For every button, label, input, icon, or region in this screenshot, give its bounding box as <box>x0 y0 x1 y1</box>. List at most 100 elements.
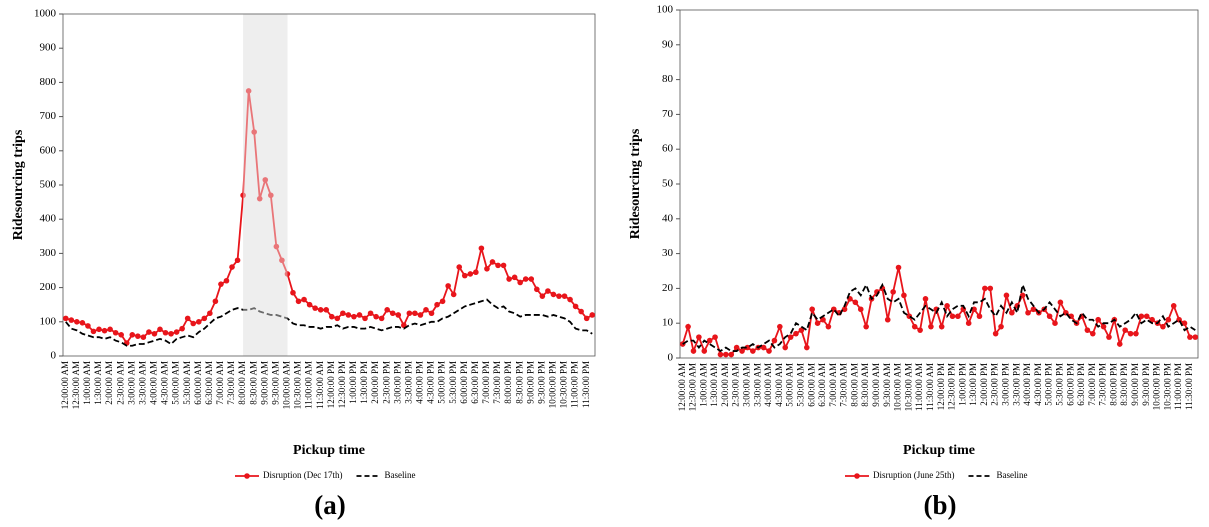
x-tick-label: 6:30:00 PM <box>470 361 480 404</box>
x-tick-label: 2:30:00 PM <box>381 361 391 404</box>
x-tick-label: 1:00:00 AM <box>82 361 92 405</box>
data-point <box>212 298 219 305</box>
x-tick-label: 7:30:00 PM <box>1098 363 1108 406</box>
x-tick-label: 4:00:00 AM <box>149 361 159 405</box>
x-tick-label: 4:30:00 PM <box>426 361 436 404</box>
data-point <box>572 303 579 310</box>
x-tick-label: 4:30:00 AM <box>774 363 784 407</box>
x-tick-label: 11:00:00 PM <box>570 361 580 408</box>
data-point <box>1122 327 1128 333</box>
x-tick-label: 9:00:00 PM <box>525 361 535 404</box>
data-point <box>1046 313 1053 320</box>
x-tick-label: 3:30:00 PM <box>403 361 413 404</box>
data-point <box>890 289 896 295</box>
data-point <box>450 291 457 298</box>
panel-label: (a) <box>314 490 345 520</box>
x-tick-label: 5:30:00 AM <box>795 363 805 407</box>
x-tick-label: 12:30:00 AM <box>71 361 81 409</box>
x-tick-label: 10:00:00 AM <box>282 361 292 409</box>
x-tick-label: 10:30:00 PM <box>1162 363 1172 410</box>
y-tick-label: 900 <box>40 42 57 54</box>
data-point <box>279 257 285 264</box>
x-tick-label: 11:00:00 AM <box>304 361 314 409</box>
x-tick-label: 9:30:00 PM <box>1141 363 1151 406</box>
data-point <box>207 310 213 317</box>
data-point <box>944 303 950 309</box>
plot-frame <box>62 13 596 357</box>
data-point <box>389 310 396 317</box>
y-tick-label: 400 <box>40 213 57 225</box>
x-tick-label: 7:00:00 PM <box>481 361 491 404</box>
x-tick-label: 12:30:00 PM <box>947 363 957 410</box>
data-point <box>1160 323 1166 330</box>
x-tick-label: 10:30:00 AM <box>903 363 913 411</box>
series-line <box>65 298 593 347</box>
x-tick-label: 7:00:00 AM <box>828 363 838 407</box>
data-point <box>251 129 257 135</box>
x-tick-label: 6:00:00 AM <box>806 363 816 407</box>
data-point <box>534 286 540 293</box>
data-point <box>1057 299 1064 306</box>
data-point <box>825 323 832 330</box>
x-tick-label: 3:30:00 AM <box>137 361 147 405</box>
x-tick-label: 12:00:00 PM <box>326 361 336 408</box>
series-line <box>65 90 593 345</box>
data-point <box>1149 316 1155 323</box>
data-point <box>949 313 956 320</box>
data-point <box>218 281 224 287</box>
data-point <box>1187 334 1193 340</box>
data-point <box>101 327 108 334</box>
data-point <box>234 257 241 264</box>
data-point <box>804 344 810 351</box>
x-tick-label: 1:00:00 PM <box>348 361 358 404</box>
y-tick-label: 70 <box>662 108 674 120</box>
y-tick-label: 80 <box>662 73 674 85</box>
data-point <box>456 264 463 270</box>
data-point <box>317 307 324 313</box>
data-point <box>1100 323 1107 330</box>
data-point <box>129 331 136 338</box>
data-point <box>1127 330 1134 337</box>
data-point <box>955 313 961 320</box>
data-point <box>179 325 185 332</box>
data-point <box>184 315 191 322</box>
x-tick-label: 1:30:00 PM <box>968 363 978 406</box>
data-point <box>412 310 418 317</box>
x-tick-label: 9:00:00 PM <box>1130 363 1140 406</box>
data-point <box>982 285 988 292</box>
data-point <box>229 264 235 270</box>
x-tick-label: 2:30:00 AM <box>731 363 741 407</box>
data-point <box>578 308 584 315</box>
x-tick-label: 4:00:00 PM <box>1022 363 1032 406</box>
data-point <box>712 334 718 340</box>
data-point <box>223 277 230 284</box>
data-point <box>195 319 202 325</box>
x-tick-label: 5:00:00 AM <box>171 361 181 405</box>
data-point <box>539 293 546 299</box>
x-tick-label: 5:00:00 PM <box>1044 363 1054 406</box>
x-tick-label: 4:30:00 PM <box>1033 363 1043 406</box>
legend-marker <box>854 473 860 479</box>
data-point <box>157 326 163 333</box>
data-point <box>511 274 518 281</box>
data-point <box>976 313 983 320</box>
x-tick-label: 5:30:00 PM <box>448 361 458 404</box>
data-point <box>567 296 573 303</box>
data-point <box>1089 330 1096 337</box>
x-tick-label: 12:00:00 AM <box>677 363 687 411</box>
data-point <box>273 243 280 250</box>
y-tick-label: 0 <box>51 350 57 362</box>
data-point <box>522 276 529 282</box>
y-tick-label: 800 <box>40 76 57 88</box>
data-point <box>190 320 197 327</box>
data-point <box>809 306 815 313</box>
x-tick-label: 10:00:00 PM <box>548 361 558 408</box>
x-tick-label: 1:00:00 AM <box>698 363 708 407</box>
data-point <box>690 348 697 354</box>
data-point <box>928 323 934 330</box>
x-tick-label: 2:30:00 AM <box>115 361 125 405</box>
data-point <box>295 298 302 305</box>
data-point <box>901 292 907 299</box>
data-point <box>395 312 402 318</box>
data-point <box>998 323 1004 330</box>
